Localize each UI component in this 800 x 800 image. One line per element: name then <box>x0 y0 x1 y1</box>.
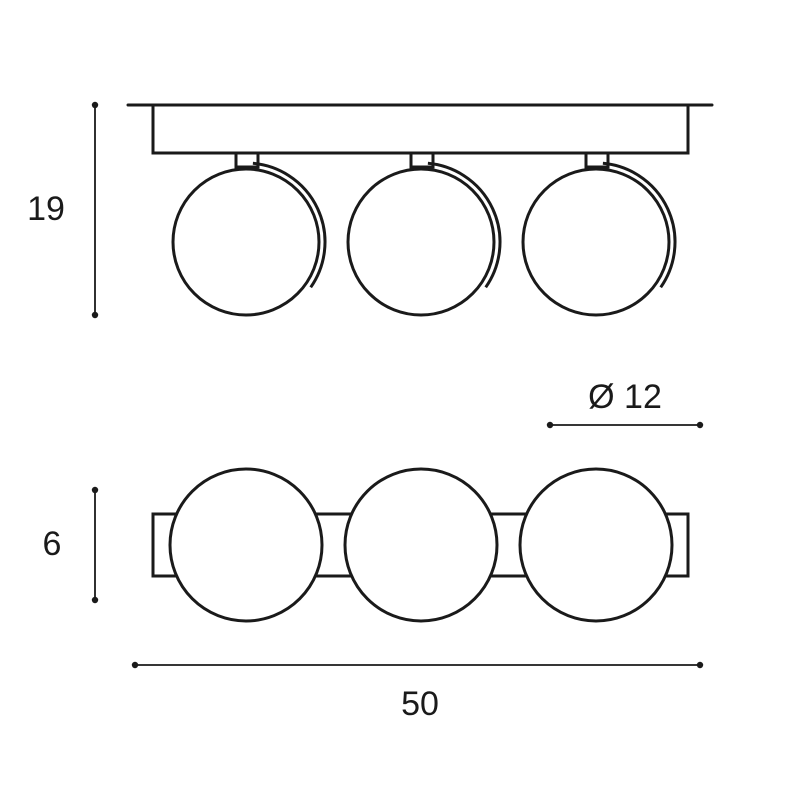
technical-drawing: 19 6 Ø 12 50 <box>0 0 800 800</box>
dim-label-height_top: 19 <box>27 190 65 228</box>
dim-label-diameter: Ø 12 <box>588 378 662 416</box>
dim-label-height_bot: 6 <box>43 525 62 563</box>
dim-label-width: 50 <box>401 685 439 723</box>
